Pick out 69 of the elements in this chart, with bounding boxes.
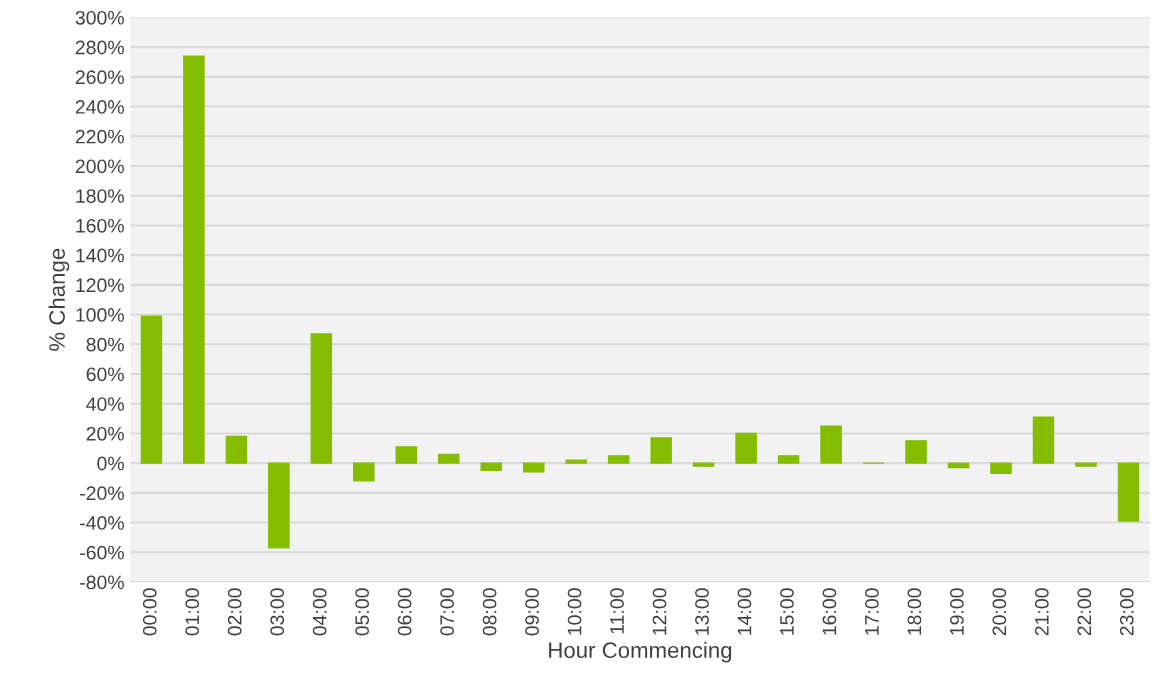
y-tick-label: -60% <box>80 545 124 560</box>
y-tick-label: 220% <box>75 129 124 144</box>
y-tick-label: 280% <box>75 40 124 55</box>
x-tick-label: 15:00 <box>780 588 794 635</box>
bar <box>735 432 757 464</box>
y-tick-label: 120% <box>76 278 124 293</box>
y-tick-label: 200% <box>75 159 124 174</box>
x-tick-label: 17:00 <box>865 588 879 635</box>
y-tick-label: 20% <box>86 426 124 441</box>
y-tick-label: 100% <box>76 308 124 322</box>
x-tick-label: 20:00 <box>992 588 1007 636</box>
x-tick-label: 01:00 <box>185 588 200 636</box>
y-tick-label: -80% <box>80 575 124 590</box>
bar <box>777 455 800 464</box>
bar <box>522 462 545 473</box>
y-tick-label: 160% <box>76 218 124 233</box>
x-tick-label: 08:00 <box>482 588 497 636</box>
y-tick-label: 180% <box>76 189 124 203</box>
bar <box>692 462 715 467</box>
y-tick-label: -40% <box>80 516 124 530</box>
x-axis-title: Hour Commencing <box>549 641 732 663</box>
x-tick-label: 23:00 <box>1119 588 1134 636</box>
y-tick-label: -20% <box>80 486 124 501</box>
bar <box>310 333 333 464</box>
bar <box>1075 462 1097 467</box>
x-tick-label: 06:00 <box>397 588 412 636</box>
x-tick-label: 09:00 <box>525 588 539 636</box>
x-tick-label: 21:00 <box>1034 588 1049 636</box>
bar <box>395 446 418 464</box>
x-tick-label: 18:00 <box>907 588 922 635</box>
bar <box>1117 462 1140 522</box>
x-tick-label: 14:00 <box>737 588 752 635</box>
bar <box>607 455 630 464</box>
y-tick-label: 0% <box>97 456 124 471</box>
bar <box>183 55 205 464</box>
x-tick-label: 16:00 <box>822 588 837 635</box>
y-tick-label: 140% <box>76 248 124 263</box>
x-tick-label: 00:00 <box>142 588 157 636</box>
x-tick-label: 04:00 <box>312 588 327 636</box>
y-axis-title: % Change <box>48 248 70 351</box>
y-tick-label: 80% <box>86 337 124 352</box>
x-tick-label: 05:00 <box>355 588 370 636</box>
x-tick-label: 10:00 <box>567 588 582 635</box>
bar <box>438 453 460 464</box>
bar <box>353 462 375 482</box>
x-tick-label: 02:00 <box>227 588 242 636</box>
bar <box>225 435 248 464</box>
y-tick-label: 40% <box>86 397 124 411</box>
x-tick-label: 13:00 <box>695 588 709 635</box>
y-tick-label: 300% <box>75 10 124 25</box>
bar <box>650 437 672 464</box>
bar <box>905 440 927 464</box>
bar <box>565 459 587 464</box>
x-tick-label: 11:00 <box>610 588 624 634</box>
bar <box>480 462 503 472</box>
bar <box>947 462 970 469</box>
bar <box>820 425 842 464</box>
x-tick-label: 22:00 <box>1077 588 1092 636</box>
bar <box>140 315 163 464</box>
y-tick-label: 60% <box>86 367 124 382</box>
y-tick-label: 240% <box>75 100 124 114</box>
y-tick-label: 260% <box>75 70 124 85</box>
bar <box>268 462 290 549</box>
x-tick-label: 12:00 <box>652 588 667 635</box>
bar <box>1032 416 1055 464</box>
x-tick-label: 03:00 <box>270 588 285 636</box>
x-tick-label: 19:00 <box>949 588 964 635</box>
bar <box>990 462 1012 475</box>
x-tick-label: 07:00 <box>440 588 454 636</box>
